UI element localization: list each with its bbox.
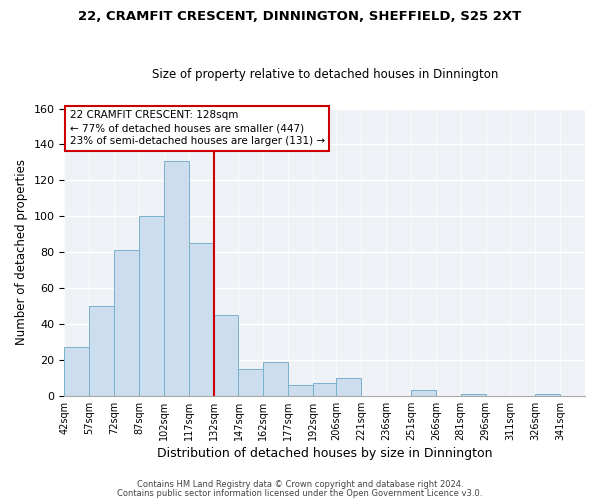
Text: Contains HM Land Registry data © Crown copyright and database right 2024.: Contains HM Land Registry data © Crown c… <box>137 480 463 489</box>
Title: Size of property relative to detached houses in Dinnington: Size of property relative to detached ho… <box>152 68 498 81</box>
Bar <box>461 394 485 396</box>
Bar <box>64 348 89 396</box>
Text: 22 CRAMFIT CRESCENT: 128sqm
← 77% of detached houses are smaller (447)
23% of se: 22 CRAMFIT CRESCENT: 128sqm ← 77% of det… <box>70 110 325 146</box>
Bar <box>214 315 238 396</box>
Bar <box>535 394 560 396</box>
Bar <box>337 378 361 396</box>
Bar <box>313 384 337 396</box>
Bar <box>288 385 313 396</box>
Bar <box>89 306 114 396</box>
Y-axis label: Number of detached properties: Number of detached properties <box>15 159 28 345</box>
Bar <box>114 250 139 396</box>
Bar <box>411 390 436 396</box>
Bar <box>189 243 214 396</box>
Text: 22, CRAMFIT CRESCENT, DINNINGTON, SHEFFIELD, S25 2XT: 22, CRAMFIT CRESCENT, DINNINGTON, SHEFFI… <box>79 10 521 23</box>
Bar <box>263 362 288 396</box>
Bar <box>164 160 189 396</box>
X-axis label: Distribution of detached houses by size in Dinnington: Distribution of detached houses by size … <box>157 447 493 460</box>
Bar <box>238 369 263 396</box>
Text: Contains public sector information licensed under the Open Government Licence v3: Contains public sector information licen… <box>118 489 482 498</box>
Bar <box>139 216 164 396</box>
